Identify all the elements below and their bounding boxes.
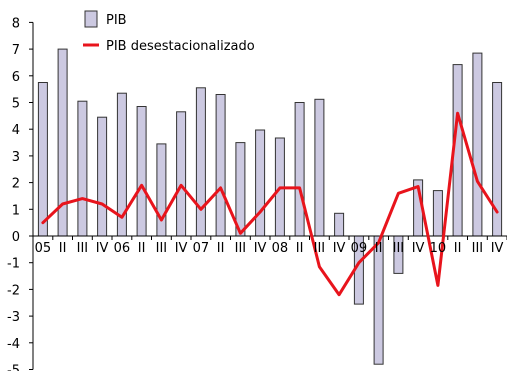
- x-tick-label-20: 10: [430, 241, 447, 256]
- x-tick-label-2: III: [77, 241, 89, 256]
- y-tick-label-3: 5: [12, 97, 20, 112]
- y-tick-label-5: 3: [12, 150, 20, 165]
- x-tick-label-3: IV: [96, 241, 109, 256]
- bar-0: [37, 82, 48, 237]
- bar-15: [334, 212, 345, 237]
- y-tick-label-6: 2: [12, 177, 20, 192]
- bar-2: [77, 100, 88, 237]
- x-tick-label-12: 08: [272, 241, 289, 256]
- x-tick-label-8: 07: [193, 241, 210, 256]
- bar-13: [294, 102, 305, 237]
- x-tick-label-19: IV: [412, 241, 425, 256]
- y-tick-label-11: -3: [7, 310, 20, 325]
- line-pib-desestacionalizado: [41, 111, 499, 297]
- x-tick-label-5: II: [138, 241, 146, 256]
- y-tick-label-10: -2: [7, 283, 20, 298]
- x-tick-label-9: II: [217, 241, 225, 256]
- x-axis-ticks: 05 II III IV 06 II III IV 07 II III IV 08 II III IV 09 II…: [35, 241, 504, 256]
- x-tick-label-13: II: [296, 241, 304, 256]
- x-tick-label-11: IV: [254, 241, 267, 256]
- legend-swatch-pib: [84, 10, 98, 28]
- x-tick-label-15: IV: [333, 241, 346, 256]
- x-tick-label-23: IV: [491, 241, 504, 256]
- x-tick-label-17: II: [375, 241, 383, 256]
- legend-label-pib-desestacionalizado: PIB desestacionalizado: [106, 39, 255, 54]
- bar-11: [255, 129, 266, 237]
- legend: PIB PIB desestacionalizado: [83, 10, 255, 54]
- line-series-pib-desestacionalizado: [41, 111, 499, 297]
- x-tick-label-1: II: [59, 241, 67, 256]
- bar-8: [195, 87, 206, 237]
- x-tick-label-14: III: [314, 241, 326, 256]
- y-tick-label-9: -1: [7, 257, 20, 272]
- y-tick-label-0: 8: [12, 16, 20, 31]
- bar-9: [215, 94, 226, 237]
- x-tick-label-4: 06: [114, 241, 131, 256]
- bar-7: [176, 111, 187, 237]
- bar-10: [235, 142, 246, 237]
- y-tick-label-13: -5: [7, 364, 20, 371]
- bar-6: [156, 143, 167, 237]
- y-axis-ticks: 8 7 6 5 4 3 2 1 0 -1 -2 -3 -4 -5: [7, 16, 20, 371]
- bar-3: [97, 116, 108, 237]
- bar-20: [432, 190, 443, 237]
- x-tick-label-7: IV: [175, 241, 188, 256]
- y-tick-label-4: 4: [12, 123, 20, 138]
- bar-14: [314, 98, 325, 237]
- x-tick-label-18: III: [393, 241, 405, 256]
- x-tick-label-0: 05: [35, 241, 52, 256]
- x-tick-label-22: III: [472, 241, 484, 256]
- bar-22: [472, 52, 483, 237]
- x-tick-label-21: II: [454, 241, 462, 256]
- y-tick-label-8: 0: [12, 230, 20, 245]
- y-tick-label-12: -4: [7, 337, 20, 352]
- x-tick-label-6: III: [156, 241, 168, 256]
- y-tick-label-1: 7: [12, 43, 20, 58]
- x-tick-label-10: III: [235, 241, 247, 256]
- y-tick-label-2: 6: [12, 70, 20, 85]
- bar-5: [136, 106, 147, 237]
- x-tick-label-16: 09: [351, 241, 368, 256]
- y-tick-label-7: 1: [12, 203, 20, 218]
- legend-label-pib: PIB: [106, 13, 127, 28]
